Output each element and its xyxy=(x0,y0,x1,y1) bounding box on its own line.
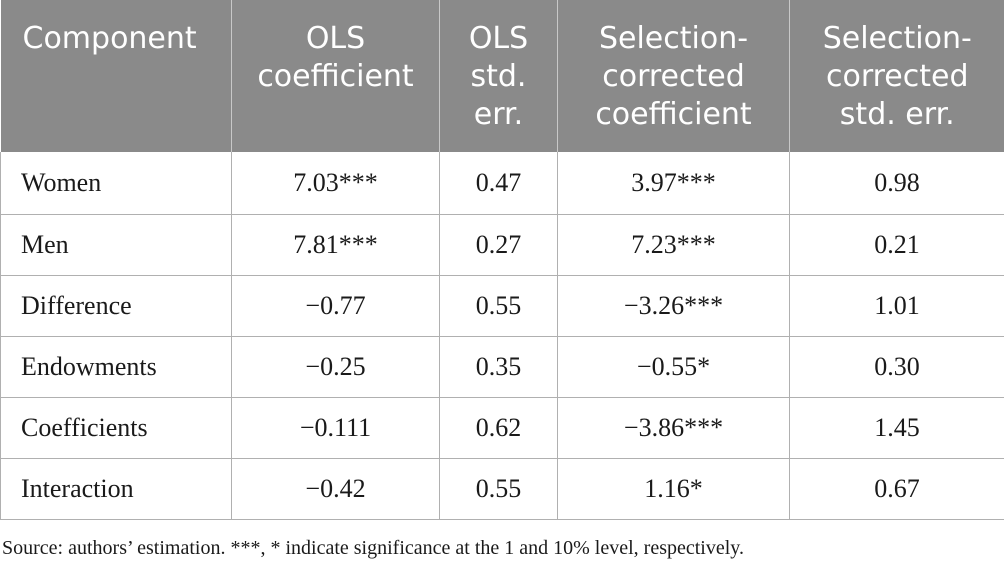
table-row: Difference −0.77 0.55 −3.26*** 1.01 xyxy=(0,275,1004,337)
row-label: Interaction xyxy=(0,458,232,520)
header-selection-corrected-std-err: Selection-corrected std. err. xyxy=(789,0,1004,152)
ols-coefficient-cell: 7.81*** xyxy=(231,214,440,276)
ols-std-err-cell: 0.62 xyxy=(439,397,558,459)
selection-coefficient-cell: 3.97*** xyxy=(557,152,790,215)
header-component: Component xyxy=(0,0,232,152)
header-ols-std-err: OLS std. err. xyxy=(439,0,558,152)
table-header: Component OLS coefficient OLS std. err. … xyxy=(0,0,1004,152)
row-label: Coefficients xyxy=(0,397,232,459)
selection-coefficient-cell: 7.23*** xyxy=(557,214,790,276)
ols-std-err-cell: 0.47 xyxy=(439,152,558,215)
ols-coefficient-cell: 7.03*** xyxy=(231,152,440,215)
selection-coefficient-cell: −3.26*** xyxy=(557,275,790,337)
ols-coefficient-cell: −0.77 xyxy=(231,275,440,337)
selection-std-err-cell: 0.21 xyxy=(789,214,1004,276)
header-row: Component OLS coefficient OLS std. err. … xyxy=(0,0,1004,152)
ols-coefficient-cell: −0.25 xyxy=(231,336,440,398)
selection-std-err-cell: 1.01 xyxy=(789,275,1004,337)
table-footnote: Source: authors’ estimation. ***, * indi… xyxy=(2,537,744,559)
selection-std-err-cell: 0.98 xyxy=(789,152,1004,215)
selection-coefficient-cell: −3.86*** xyxy=(557,397,790,459)
row-label: Women xyxy=(0,152,232,215)
decomposition-table: Component OLS coefficient OLS std. err. … xyxy=(0,0,1004,520)
table-row: Coefficients −0.111 0.62 −3.86*** 1.45 xyxy=(0,397,1004,459)
header-ols-coefficient: OLS coefficient xyxy=(231,0,440,152)
table-row: Men 7.81*** 0.27 7.23*** 0.21 xyxy=(0,214,1004,276)
ols-std-err-cell: 0.35 xyxy=(439,336,558,398)
selection-coefficient-cell: 1.16* xyxy=(557,458,790,520)
results-table-container: Component OLS coefficient OLS std. err. … xyxy=(0,0,1004,520)
selection-std-err-cell: 1.45 xyxy=(789,397,1004,459)
row-label: Endowments xyxy=(0,336,232,398)
header-selection-corrected-coefficient: Selection-corrected coefficient xyxy=(557,0,790,152)
row-label: Men xyxy=(0,214,232,276)
ols-coefficient-cell: −0.42 xyxy=(231,458,440,520)
selection-std-err-cell: 0.67 xyxy=(789,458,1004,520)
table-row: Endowments −0.25 0.35 −0.55* 0.30 xyxy=(0,336,1004,398)
selection-coefficient-cell: −0.55* xyxy=(557,336,790,398)
ols-coefficient-cell: −0.111 xyxy=(231,397,440,459)
row-label: Difference xyxy=(0,275,232,337)
table-row: Women 7.03*** 0.47 3.97*** 0.98 xyxy=(0,152,1004,215)
table-body: Women 7.03*** 0.47 3.97*** 0.98 Men 7.81… xyxy=(0,152,1004,520)
ols-std-err-cell: 0.55 xyxy=(439,458,558,520)
ols-std-err-cell: 0.27 xyxy=(439,214,558,276)
table-row: Interaction −0.42 0.55 1.16* 0.67 xyxy=(0,458,1004,520)
selection-std-err-cell: 0.30 xyxy=(789,336,1004,398)
ols-std-err-cell: 0.55 xyxy=(439,275,558,337)
